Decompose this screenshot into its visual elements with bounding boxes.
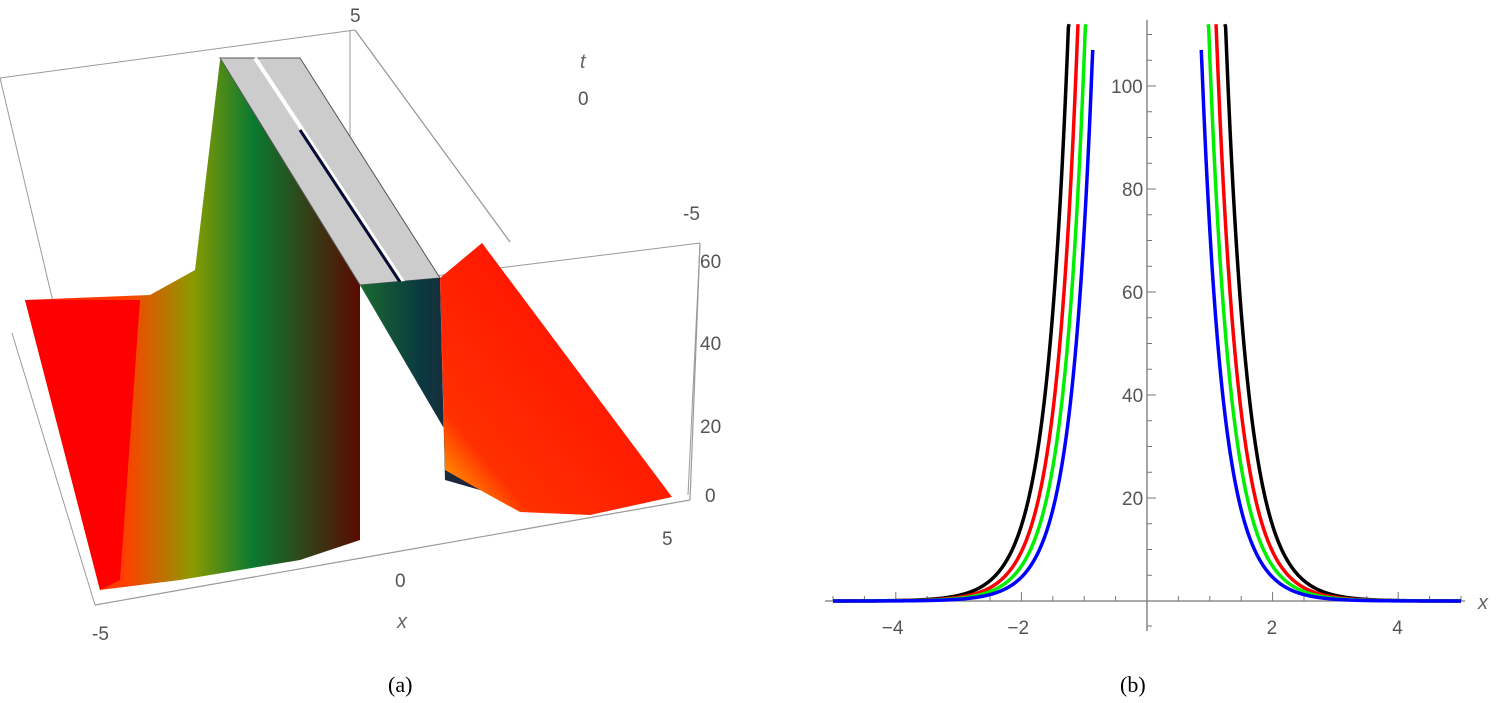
t-axis (354, 29, 511, 243)
x-axis-title: x (396, 611, 408, 633)
x-tick-label: 5 (662, 529, 673, 550)
t-axis-title: t (580, 51, 587, 73)
surface-base-right (440, 243, 672, 515)
series-line-green (1206, 23, 1462, 603)
z-tick-label: 0 (705, 486, 716, 507)
surface-plot-3d: -5 0 5 x -5 0 5 t 0 20 40 60 (0, 6, 721, 645)
x-tick-label: -5 (92, 624, 109, 645)
y-tick-label: 40 (1122, 386, 1143, 407)
caption-a: (a) (388, 672, 413, 697)
surface-base-left-red (25, 300, 140, 590)
x-axis-title: x (1477, 592, 1489, 614)
x-tick-label: −4 (882, 618, 904, 639)
caption-b: (b) (1120, 672, 1146, 697)
t-tick-label: -5 (683, 204, 700, 225)
x-tick-label: 4 (1392, 618, 1403, 639)
chart-panel-a: -5 0 5 x -5 0 5 t 0 20 40 60 (a) (0, 6, 721, 697)
z-tick-label: 40 (700, 334, 721, 355)
x-tick-label: 0 (395, 571, 406, 592)
x-axis (94, 499, 691, 606)
x-tick-label: 2 (1267, 618, 1278, 639)
x-tick-label: −2 (1007, 618, 1029, 639)
y-tick-label: 60 (1122, 283, 1143, 304)
z-axis (689, 242, 701, 501)
series-line-green (832, 23, 1088, 603)
t-tick-label: 5 (350, 6, 361, 27)
series-line-blue (1199, 49, 1462, 603)
line-plot: −4 −2 2 4 x 20 40 60 80 100 (825, 20, 1489, 639)
y-tick-label: 80 (1122, 180, 1143, 201)
z-tick-label: 20 (700, 417, 721, 438)
series-line-blue (832, 49, 1095, 603)
z-tick-label: 60 (700, 252, 721, 273)
y-tick-label: 20 (1122, 489, 1143, 510)
chart-panel-b: −4 −2 2 4 x 20 40 60 80 100 (b) (790, 0, 1500, 703)
t-tick-label: 0 (578, 89, 589, 110)
surface-wall-right (360, 278, 480, 490)
y-tick-label: 100 (1111, 77, 1143, 98)
